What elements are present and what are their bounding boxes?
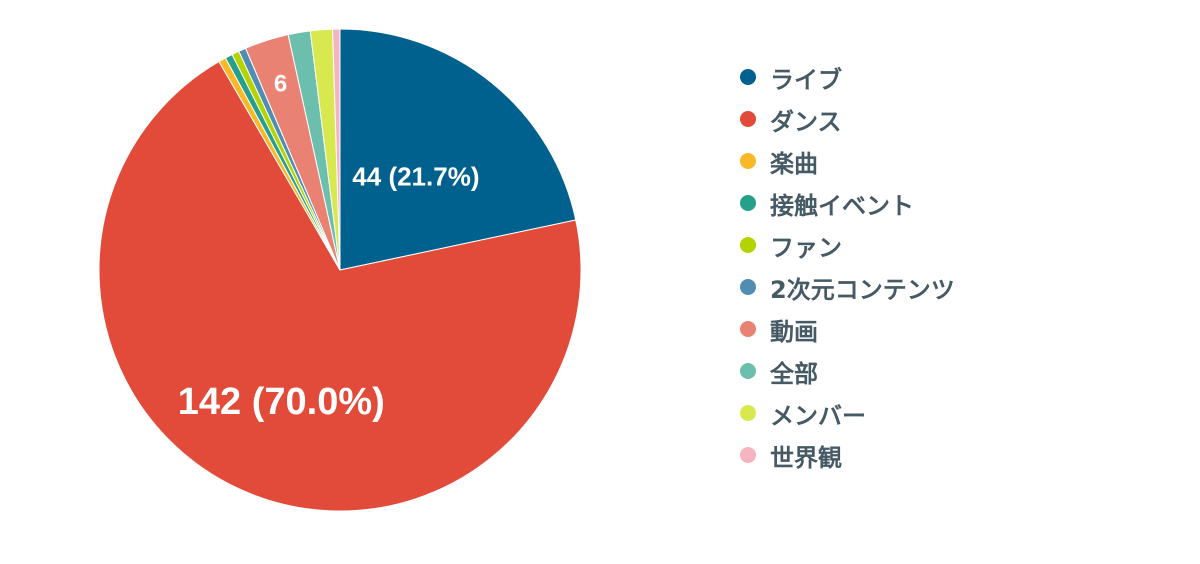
chart-legend: ライブダンス楽曲接触イベント ファン 2次元コンテンツ 動画全部メンバー世界観 — [740, 56, 955, 476]
pie-slice-0 — [339, 28, 577, 271]
legend-label: 全部 — [770, 359, 818, 388]
legend-marker — [740, 321, 756, 337]
legend-label: ライブ — [770, 65, 842, 94]
legend-marker — [740, 195, 756, 211]
legend-label: 世界観 — [770, 443, 842, 472]
legend-marker — [740, 279, 756, 295]
legend-item-8[interactable]: メンバー — [740, 392, 955, 434]
legend-item-3[interactable]: 接触イベント — [740, 182, 955, 224]
legend-item-1[interactable]: ダンス — [740, 98, 955, 140]
legend-item-9[interactable]: 世界観 — [740, 434, 955, 476]
pie-slice-9 — [332, 28, 341, 271]
legend-label: 楽曲 — [770, 149, 818, 178]
legend-label: メンバー — [770, 401, 866, 430]
legend-label: ファン — [770, 233, 842, 262]
slice-data-label-0: 44 (21.7%) — [352, 161, 479, 191]
legend-label: 2次元コンテンツ — [770, 275, 955, 304]
legend-marker — [740, 69, 756, 85]
pie-slice-1 — [98, 60, 582, 512]
legend-marker — [740, 111, 756, 127]
legend-marker — [740, 237, 756, 253]
legend-item-0[interactable]: ライブ — [740, 56, 955, 98]
slice-data-label-1: 142 (70.0%) — [178, 381, 385, 423]
legend-label: 動画 — [770, 317, 818, 346]
legend-item-2[interactable]: 楽曲 — [740, 140, 955, 182]
legend-item-7[interactable]: 全部 — [740, 350, 955, 392]
legend-marker — [740, 153, 756, 169]
legend-item-4[interactable]: ファン — [740, 224, 955, 266]
legend-marker — [740, 405, 756, 421]
legend-marker — [740, 363, 756, 379]
legend-item-6[interactable]: 動画 — [740, 308, 955, 350]
legend-label: ダンス — [770, 107, 842, 136]
legend-item-5[interactable]: 2次元コンテンツ — [740, 266, 955, 308]
legend-marker — [740, 447, 756, 463]
legend-label: 接触イベント — [770, 191, 914, 220]
slice-data-label-6: 6 — [274, 71, 287, 98]
